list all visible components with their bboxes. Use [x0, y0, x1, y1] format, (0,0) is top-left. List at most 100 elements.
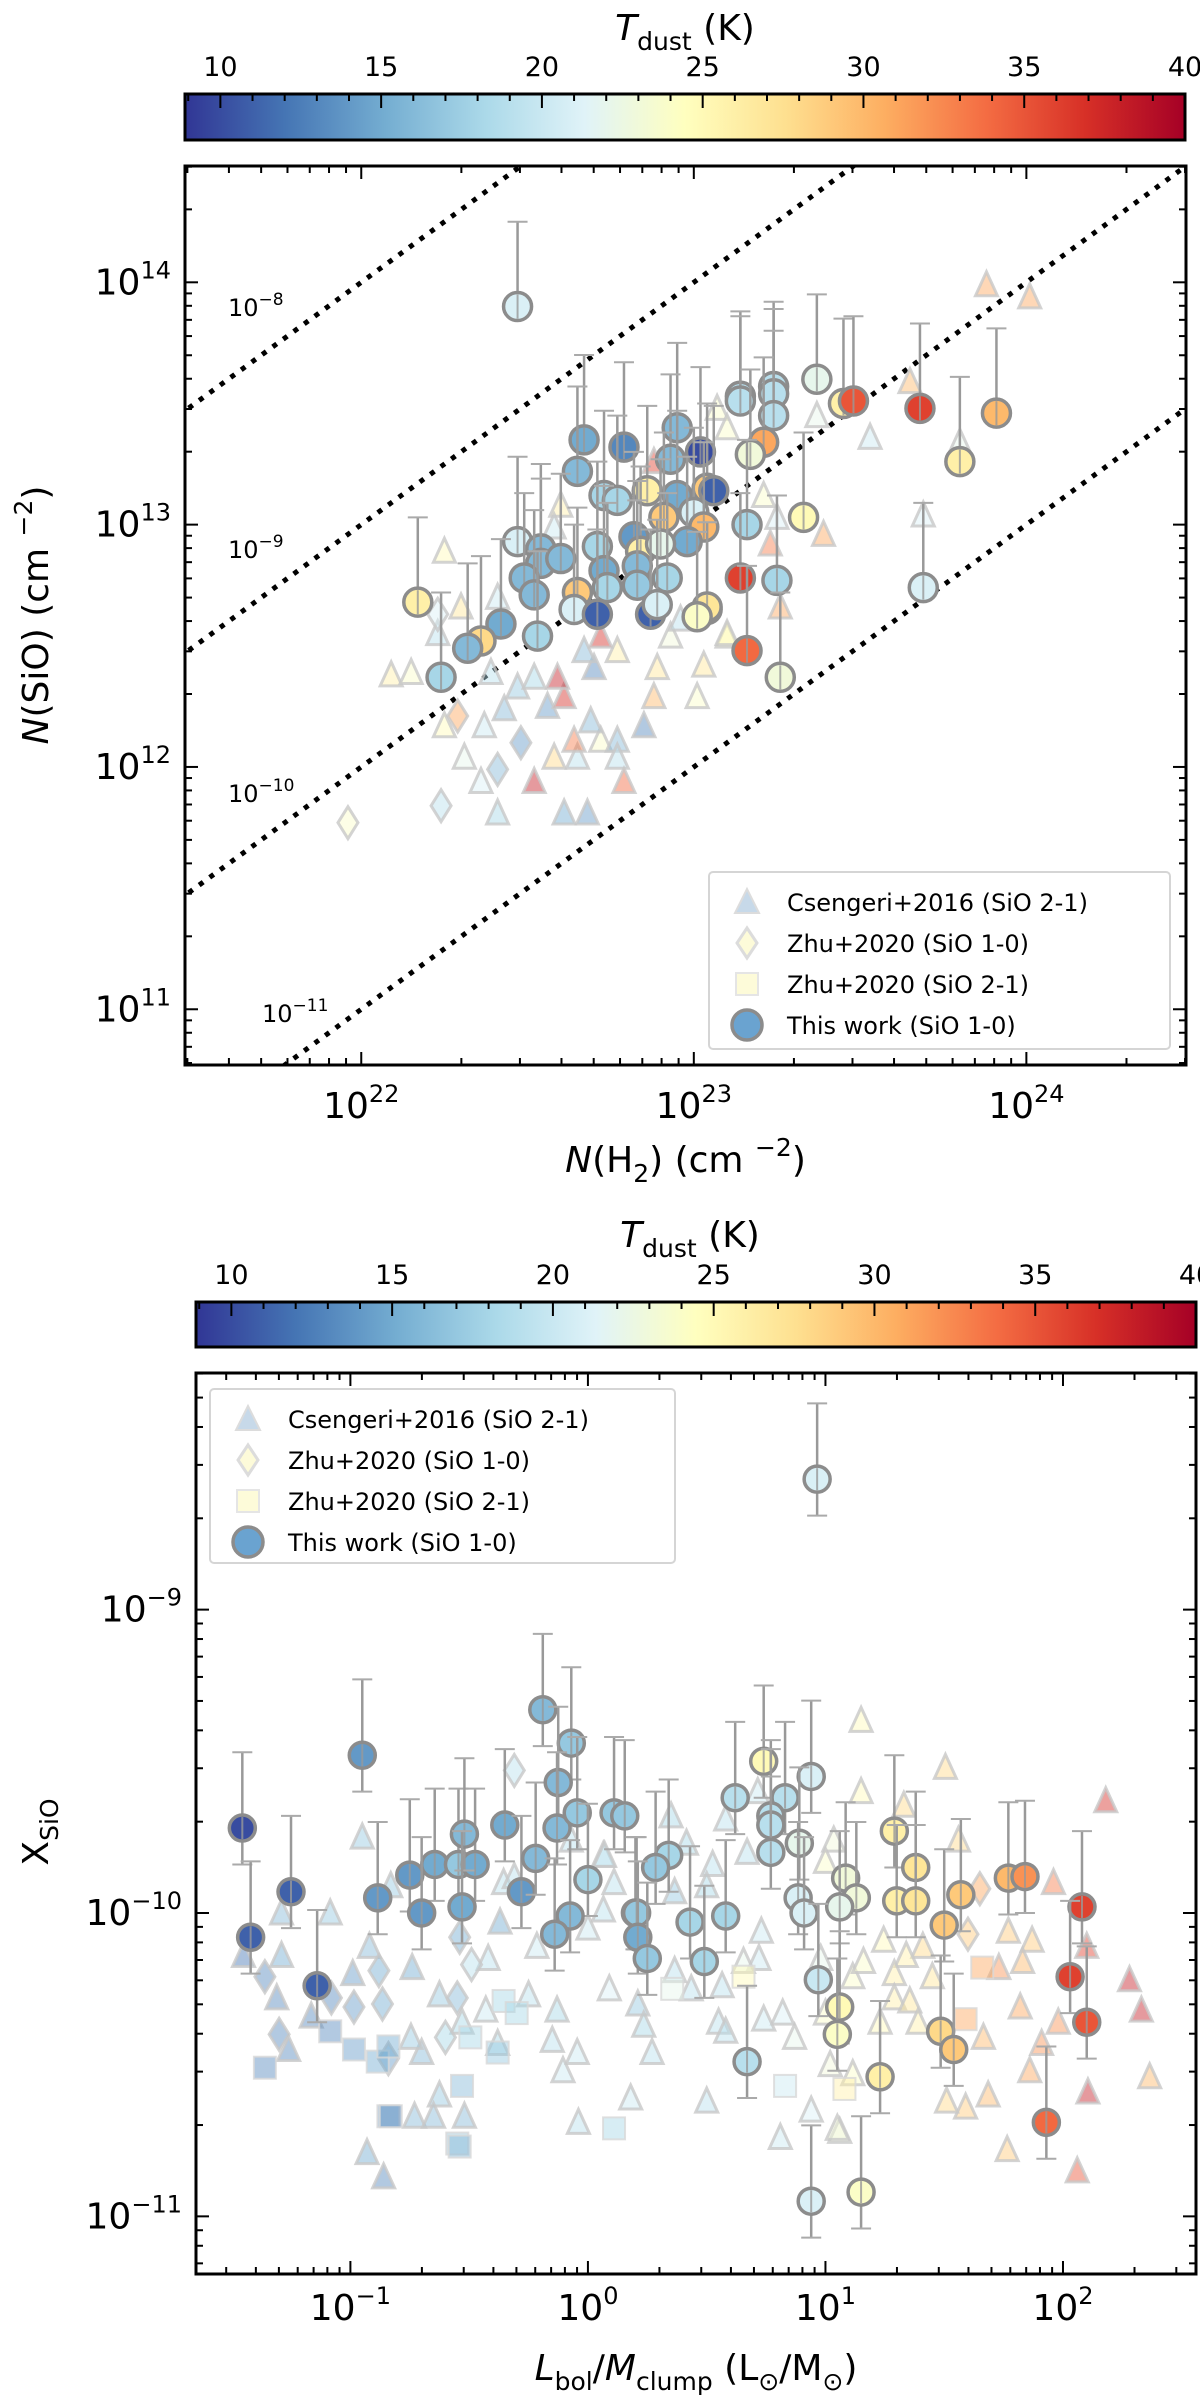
series-circle [402, 220, 1013, 694]
data-point-errorbar [560, 1839, 581, 1954]
data-point-errorbar [1036, 2045, 1057, 2160]
data-point-errorbar [851, 2115, 872, 2230]
x-tick-label-exponent: 22 [369, 1080, 400, 1108]
x-tick-label: 1024 [988, 1080, 1064, 1127]
data-point-errorbar [454, 1757, 475, 1872]
data-point-csengeri2016 [563, 2035, 591, 2066]
data-point-csengeri2016 [520, 764, 548, 794]
data-point-csengeri2016 [591, 1838, 618, 1868]
data-point-errorbar [943, 1972, 964, 2087]
abundance-line [280, 405, 1186, 1065]
data-point-csengeri2016 [603, 634, 631, 664]
data-point-csengeri2016 [564, 740, 591, 770]
colorbar-tick-label: 40 [1179, 1260, 1200, 1291]
axis-ticks [196, 1372, 1196, 2274]
data-point-errorbar [399, 1798, 420, 1913]
data-point-zhu2020-sio10 [433, 2018, 458, 2057]
data-point-errorbar [511, 1814, 532, 1930]
data-point-csengeri2016 [426, 1978, 453, 2008]
data-point-csengeri2016 [630, 2008, 658, 2038]
data-point-errorbar [934, 1848, 955, 1963]
data-point-zhu2020-sio10 [509, 723, 533, 762]
x-tick-label-base: 10 [323, 1086, 369, 1127]
data-point-csengeri2016 [356, 1929, 383, 1959]
series-square [252, 1955, 995, 2159]
x-tick-label-base: 10 [310, 2288, 356, 2329]
data-point-csengeri2016 [401, 2099, 428, 2129]
data-point-csengeri2016 [467, 764, 495, 794]
legend-triangle-icon [733, 886, 761, 914]
abundance-line-label-exponent: −11 [293, 996, 329, 1016]
colorbar-gradient [194, 1300, 1198, 1349]
x-axis-label-part: ) [843, 2348, 857, 2389]
data-point-zhu2020-sio10 [459, 1945, 484, 1984]
x-tick-label-exponent: 1 [841, 2282, 856, 2310]
data-point-csengeri2016 [603, 740, 631, 770]
y-tick-label: 10−10 [86, 1887, 182, 1934]
legend-diamond-icon [236, 1442, 260, 1478]
data-point-csengeri2016 [703, 391, 731, 421]
data-point-zhu2020-sio21 [731, 1964, 756, 1989]
x-axis-label: Lbol/Mclump (L⊙/M⊙) [535, 2348, 858, 2395]
legend-square-icon [735, 972, 759, 996]
data-point-errorbar [637, 1881, 658, 1996]
data-point-csengeri2016 [230, 1938, 257, 1968]
x-axis-label-part: clump [636, 2367, 713, 2395]
data-point-errorbar [998, 1801, 1019, 1916]
data-point-errorbar [604, 1736, 625, 1851]
data-point-csengeri2016 [565, 2105, 592, 2135]
x-tick-label-base: 10 [557, 2288, 603, 2329]
x-tick-label: 1023 [656, 1080, 732, 1127]
data-point-zhu2020-sio21 [970, 1955, 995, 1980]
data-point-csengeri2016 [890, 1788, 918, 1818]
legend-circle-icon [231, 1525, 265, 1559]
y-axis-label-part: SiO [35, 1798, 64, 1841]
data-point-zhu2020-sio21 [450, 2073, 475, 2098]
data-point-csengeri2016 [713, 617, 741, 647]
legend-triangle-icon [234, 1403, 262, 1431]
x-tick-label: 102 [1032, 2282, 1093, 2329]
x-axis-label-part: ) (cm [649, 1140, 755, 1181]
data-point-csengeri2016 [550, 796, 578, 826]
data-point-csengeri2016 [574, 796, 601, 826]
colorbar-tick-label: 15 [375, 1260, 409, 1291]
data-point-errorbar [411, 1836, 432, 1951]
data-point-csengeri2016 [945, 1823, 972, 1853]
y-tick-label-base: 10 [95, 747, 141, 788]
data-point-errorbar [452, 1830, 473, 1945]
data-point-csengeri2016 [803, 398, 831, 429]
legend-entry-label: Zhu+2020 (SiO 1-0) [787, 930, 1029, 958]
data-point-csengeri2016 [993, 2133, 1021, 2163]
data-point-csengeri2016 [580, 650, 608, 681]
y-axis-label-part: ) [16, 486, 57, 500]
x-axis-label-part: 2 [633, 1159, 649, 1188]
data-point-csengeri2016 [624, 1987, 652, 2017]
data-point-errorbar [725, 1720, 746, 1836]
data-point-errorbar [808, 1902, 829, 2018]
data-point-csengeri2016 [974, 2078, 1002, 2108]
x-axis-label-part: (H [592, 1140, 633, 1181]
data-point-csengeri2016 [590, 1893, 617, 1923]
y-tick-label: 1013 [95, 499, 171, 546]
y-tick-label-base: 10 [101, 1590, 147, 1631]
data-point-errorbar [281, 1814, 302, 1930]
data-point-zhu2020-sio21 [447, 2134, 472, 2159]
abundance-line-label-base: 10 [262, 1000, 293, 1028]
data-point-csengeri2016 [643, 650, 671, 681]
x-tick-label-exponent: 23 [701, 1080, 732, 1108]
y-tick-label-exponent: −11 [131, 2190, 182, 2218]
data-point-csengeri2016 [747, 1914, 775, 1944]
data-point-csengeri2016 [420, 2099, 447, 2129]
legend-diamond-icon [735, 925, 759, 961]
data-point-zhu2020-sio10 [342, 1988, 366, 2026]
y-axis-label-part: N [16, 718, 57, 745]
data-point-csengeri2016 [474, 1941, 502, 1971]
y-tick-label-exponent: 12 [140, 741, 171, 769]
x-axis-label-part: /M [779, 2348, 822, 2389]
colorbar-tick-label: 20 [536, 1260, 570, 1291]
x-tick-label: 100 [557, 2282, 618, 2329]
y-tick-label-base: 10 [86, 1893, 132, 1934]
colorbar-tick-label: 25 [697, 1260, 731, 1291]
legend-entry-label: Csengeri+2016 (SiO 2-1) [787, 889, 1088, 917]
x-tick-label-exponent: 2 [1078, 2282, 1093, 2310]
